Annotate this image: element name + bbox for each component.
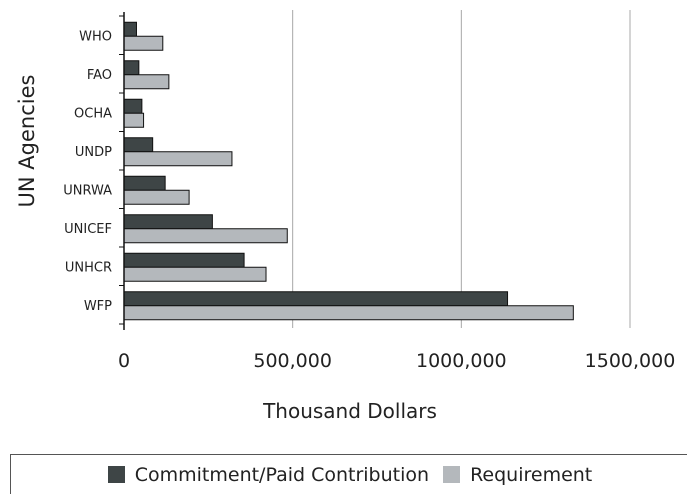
category-label-fao: FAO <box>87 68 112 83</box>
bar-undp-commitment <box>123 137 154 153</box>
legend-swatch-requirement <box>443 466 461 483</box>
category-label-who: WHO <box>79 29 112 44</box>
legend-item-commitment: Commitment/Paid Contribution <box>107 463 430 486</box>
bar-who-commitment <box>123 21 137 37</box>
bar-unicef-requirement <box>123 228 288 244</box>
bars <box>123 21 574 321</box>
x-tick-label-3: 1500,000 <box>585 350 676 372</box>
category-label-undp: UNDP <box>75 145 112 160</box>
bar-unhcr-commitment <box>123 252 245 268</box>
bar-who-requirement <box>123 35 164 51</box>
bar-fao-commitment <box>123 60 140 76</box>
x-axis-title: Thousand Dollars <box>262 399 437 423</box>
category-label-unrwa: UNRWA <box>63 183 112 198</box>
legend-swatch-commitment <box>107 466 125 483</box>
gridlines <box>292 10 631 328</box>
bar-wfp-requirement <box>123 305 574 321</box>
y-axis-title: UN Agencies <box>15 75 39 208</box>
legend-label-requirement: Requirement <box>470 463 593 486</box>
category-label-unicef: UNICEF <box>64 222 112 237</box>
category-label-unhcr: UNHCR <box>65 260 112 275</box>
bar-wfp-commitment <box>123 291 509 307</box>
x-tick-label-1: 500,000 <box>253 350 332 372</box>
category-label-ocha: OCHA <box>74 106 112 121</box>
bar-ocha-requirement <box>123 112 145 128</box>
legend-item-requirement: Requirement <box>443 464 592 486</box>
bar-undp-requirement <box>123 151 233 167</box>
bar-ocha-commitment <box>123 98 143 114</box>
bar-unicef-commitment <box>123 214 213 230</box>
x-tick-label-0: 0 <box>118 350 130 372</box>
bar-unhcr-requirement <box>123 266 267 282</box>
legend: Commitment/Paid Contribution Requirement <box>10 454 687 494</box>
x-tick-label-2: 1000,000 <box>416 350 507 372</box>
bar-fao-requirement <box>123 74 170 90</box>
bar-unrwa-commitment <box>123 175 166 191</box>
axes: WHO FAO OCHA UNDP UNRWA UNICEF UNHCR WFP 0 500,00… <box>63 12 675 372</box>
category-label-wfp: WFP <box>84 299 112 314</box>
legend-label-commitment: Commitment/Paid Contribution <box>134 463 430 486</box>
bar-unrwa-requirement <box>123 189 190 205</box>
